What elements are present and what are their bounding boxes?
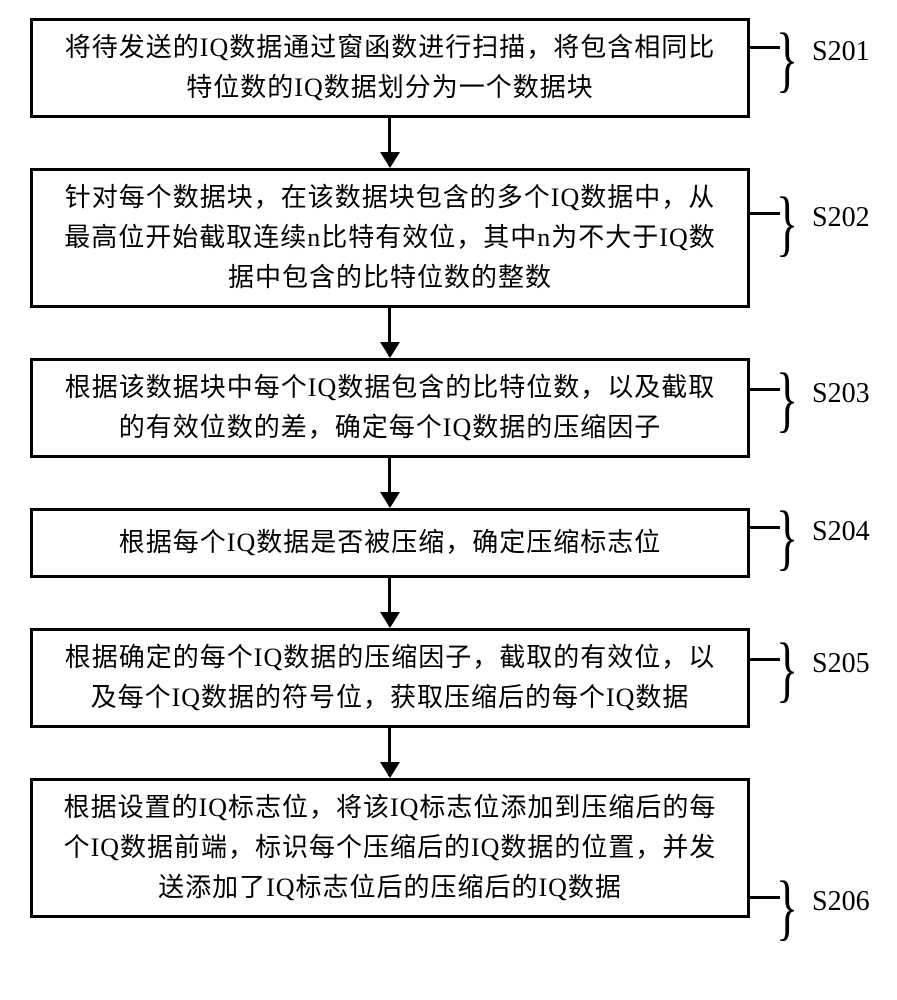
step-label: S203 [812, 378, 870, 410]
step-box-s205: 根据确定的每个IQ数据的压缩因子，截取的有效位，以及每个IQ数据的符号位，获取压… [30, 628, 750, 728]
arrow-down-icon [388, 118, 391, 166]
step-label: S201 [812, 36, 870, 68]
brace-icon: } [776, 362, 798, 436]
step-box-s206: 根据设置的IQ标志位，将该IQ标志位添加到压缩后的每个IQ数据前端，标识每个压缩… [30, 778, 750, 918]
arrow-down-icon [388, 308, 391, 356]
brace-icon: } [776, 632, 798, 706]
brace-icon: } [776, 870, 798, 944]
step-box-s204: 根据每个IQ数据是否被压缩，确定压缩标志位 [30, 508, 750, 578]
step-text: 将待发送的IQ数据通过窗函数进行扫描，将包含相同比特位数的IQ数据划分为一个数据… [53, 28, 727, 109]
step-box-s203: 根据该数据块中每个IQ数据包含的比特位数，以及截取的有效位数的差，确定每个IQ数… [30, 358, 750, 458]
step-box-s201: 将待发送的IQ数据通过窗函数进行扫描，将包含相同比特位数的IQ数据划分为一个数据… [30, 18, 750, 118]
step-label: S205 [812, 648, 870, 680]
step-text: 根据设置的IQ标志位，将该IQ标志位添加到压缩后的每个IQ数据前端，标识每个压缩… [53, 788, 727, 909]
step-text: 根据该数据块中每个IQ数据包含的比特位数，以及截取的有效位数的差，确定每个IQ数… [53, 368, 727, 449]
step-box-s202: 针对每个数据块，在该数据块包含的多个IQ数据中，从最高位开始截取连续n比特有效位… [30, 168, 750, 308]
brace-icon: } [776, 186, 798, 260]
step-label: S202 [812, 202, 870, 234]
step-text: 根据每个IQ数据是否被压缩，确定压缩标志位 [119, 523, 661, 563]
step-label: S206 [812, 886, 870, 918]
brace-icon: } [776, 500, 798, 574]
arrow-down-icon [388, 578, 391, 626]
arrow-down-icon [388, 728, 391, 776]
arrow-down-icon [388, 458, 391, 506]
flowchart-canvas: 将待发送的IQ数据通过窗函数进行扫描，将包含相同比特位数的IQ数据划分为一个数据… [0, 0, 897, 1000]
step-label: S204 [812, 516, 870, 548]
step-text: 根据确定的每个IQ数据的压缩因子，截取的有效位，以及每个IQ数据的符号位，获取压… [53, 638, 727, 719]
step-text: 针对每个数据块，在该数据块包含的多个IQ数据中，从最高位开始截取连续n比特有效位… [53, 178, 727, 299]
brace-icon: } [776, 22, 798, 96]
